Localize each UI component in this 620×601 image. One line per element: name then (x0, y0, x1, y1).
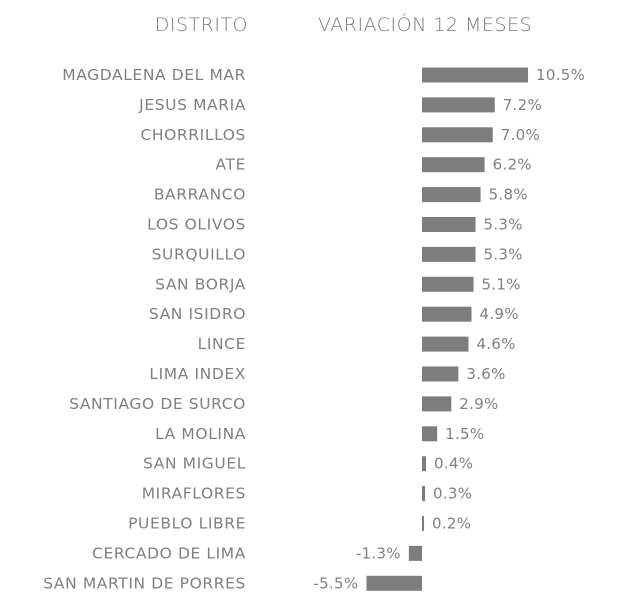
bar-san-borja (422, 276, 474, 292)
bar-cercado-de-lima (408, 545, 422, 561)
district-label-lince: LINCE (198, 335, 246, 353)
district-label-san-borja: SAN BORJA (155, 275, 246, 293)
bar-miraflores (422, 486, 426, 502)
bar-jesus-maria (422, 97, 495, 113)
value-label-surquillo: 5.3% (484, 245, 523, 263)
district-label-miraflores: MIRAFLORES (142, 485, 246, 503)
bar-san-isidro (422, 306, 472, 322)
bar-san-miguel (422, 456, 427, 472)
district-label-jesus-maria: JESUS MARIA (138, 96, 246, 114)
district-label-magdalena-del-mar: MAGDALENA DEL MAR (62, 66, 246, 84)
district-label-cercado-de-lima: CERCADO DE LIMA (92, 544, 246, 562)
bar-lince (422, 336, 469, 352)
district-label-los-olivos: LOS OLIVOS (147, 216, 246, 234)
column-header-district: DISTRITO (154, 14, 248, 36)
value-label-chorrillos: 7.0% (501, 126, 540, 144)
bar-lima-index (422, 366, 459, 382)
bar-santiago-de-surco (422, 396, 452, 412)
bar-la-molina (422, 426, 438, 442)
district-label-san-miguel: SAN MIGUEL (143, 455, 246, 473)
bar-surquillo (422, 246, 476, 262)
value-label-jesus-maria: 7.2% (503, 96, 542, 114)
value-label-la-molina: 1.5% (445, 425, 484, 443)
value-label-los-olivos: 5.3% (484, 216, 523, 234)
bar-pueblo-libre (422, 516, 425, 531)
value-label-santiago-de-surco: 2.9% (459, 395, 498, 413)
column-header-variation: VARIACIÓN 12 MESES (318, 14, 533, 36)
bar-chorrillos (422, 127, 493, 143)
bar-los-olivos (422, 217, 476, 232)
bar-san-martin-de-porres (366, 575, 422, 591)
value-label-san-martin-de-porres: -5.5% (313, 574, 358, 592)
value-label-barranco: 5.8% (489, 186, 528, 204)
district-label-surquillo: SURQUILLO (152, 245, 246, 263)
district-label-san-martin-de-porres: SAN MARTIN DE PORRES (43, 574, 246, 592)
value-label-ate: 6.2% (493, 156, 532, 174)
bar-barranco (422, 187, 481, 203)
bar-magdalena-del-mar (422, 67, 529, 83)
value-label-san-isidro: 4.9% (479, 305, 518, 323)
value-label-magdalena-del-mar: 10.5% (536, 66, 585, 84)
district-label-ate: ATE (216, 156, 246, 174)
value-label-lince: 4.6% (476, 335, 515, 353)
bar-ate (422, 157, 485, 173)
district-label-la-molina: LA MOLINA (155, 425, 246, 443)
district-label-barranco: BARRANCO (154, 186, 246, 204)
value-label-san-miguel: 0.4% (434, 455, 473, 473)
value-label-lima-index: 3.6% (466, 365, 505, 383)
value-label-cercado-de-lima: -1.3% (356, 544, 401, 562)
district-label-pueblo-libre: PUEBLO LIBRE (128, 515, 246, 533)
district-label-lima-index: LIMA INDEX (149, 365, 246, 383)
value-label-san-borja: 5.1% (482, 275, 521, 293)
district-label-san-isidro: SAN ISIDRO (149, 305, 246, 323)
value-label-miraflores: 0.3% (433, 485, 472, 503)
district-label-chorrillos: CHORRILLOS (140, 126, 246, 144)
value-label-pueblo-libre: 0.2% (432, 515, 471, 533)
district-label-santiago-de-surco: SANTIAGO DE SURCO (69, 395, 246, 413)
